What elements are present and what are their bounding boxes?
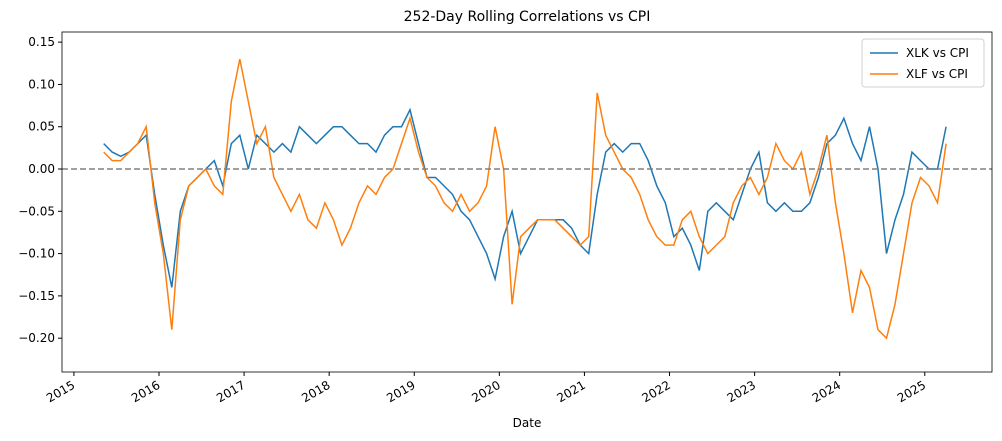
x-tick-label: 2022 — [640, 378, 673, 405]
legend-box — [861, 38, 985, 88]
y-tick-label: 0.15 — [28, 35, 55, 49]
y-tick-label: 0.10 — [28, 77, 55, 91]
y-tick-label: 0.05 — [28, 120, 55, 134]
x-tick-label: 2017 — [214, 378, 247, 405]
y-tick-label: −0.20 — [18, 331, 55, 345]
legend-label: XLF vs CPI — [906, 67, 968, 81]
x-tick-label: 2016 — [129, 378, 162, 405]
x-axis-label: Date — [513, 416, 542, 430]
data-line — [103, 107, 947, 288]
x-tick-label: 2019 — [384, 378, 417, 405]
y-tick-label: −0.05 — [18, 204, 55, 218]
y-tick-label: 0.00 — [28, 162, 55, 176]
x-tick-label: 2018 — [299, 378, 332, 405]
legend-label: XLK vs CPI — [906, 46, 969, 60]
x-tick-label: 2020 — [469, 378, 502, 405]
chart-title: 252-Day Rolling Correlations vs CPI — [404, 9, 651, 25]
y-tick-label: −0.15 — [18, 289, 55, 303]
x-tick-label: 2024 — [810, 378, 843, 405]
x-tick-label: 2023 — [725, 378, 758, 405]
axes-frame — [61, 31, 993, 373]
x-tick-label: 2025 — [895, 378, 928, 405]
x-tick-label: 2021 — [554, 378, 587, 405]
x-tick-label: 2015 — [44, 378, 77, 405]
y-tick-label: −0.10 — [18, 247, 55, 261]
data-line — [103, 58, 947, 340]
